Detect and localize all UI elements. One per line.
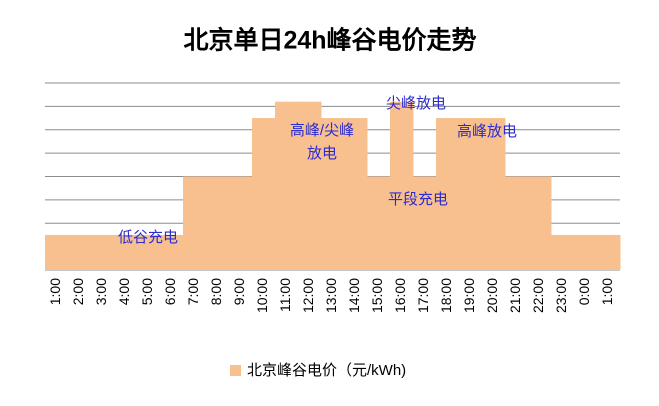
- bar: [413, 176, 437, 270]
- bar: [390, 101, 414, 270]
- bar: [68, 234, 92, 270]
- x-tick-label: 2:00: [70, 278, 86, 305]
- bar: [436, 118, 460, 270]
- x-tick-label: 11:00: [277, 278, 293, 312]
- x-tick-label: 19:00: [461, 278, 477, 313]
- annotation: 放电: [307, 145, 337, 162]
- bar: [321, 118, 345, 270]
- bar: [551, 234, 575, 270]
- x-tick-label: 13:00: [323, 278, 339, 313]
- legend-swatch: [230, 365, 241, 376]
- bar: [160, 234, 184, 270]
- bar: [505, 176, 529, 270]
- x-tick-label: 20:00: [484, 278, 500, 313]
- x-tick-label: 6:00: [162, 278, 178, 305]
- x-tick-label: 17:00: [415, 278, 431, 313]
- bar: [344, 118, 368, 270]
- bar: [206, 176, 230, 270]
- x-tick-label: 23:00: [553, 278, 569, 313]
- chart-title: 北京单日24h峰谷电价走势: [183, 26, 476, 55]
- bar: [252, 118, 276, 270]
- x-tick-label: 15:00: [369, 278, 385, 313]
- bar: [597, 234, 621, 270]
- annotation: 尖峰放电: [386, 95, 446, 112]
- bar: [229, 176, 253, 270]
- bar: [459, 118, 483, 270]
- annotation: 平段充电: [388, 191, 448, 208]
- x-tick-label: 9:00: [231, 278, 247, 305]
- legend-label: 北京峰谷电价（元/kWh): [247, 362, 406, 379]
- x-tick-label: 5:00: [139, 278, 155, 305]
- bar: [298, 101, 322, 270]
- x-tick-label: 1:00: [599, 278, 615, 305]
- x-tick-label: 22:00: [530, 278, 546, 313]
- x-tick-label: 18:00: [438, 278, 454, 313]
- x-tick-label: 1:00: [47, 278, 63, 305]
- bar: [137, 234, 161, 270]
- annotation: 低谷充电: [118, 229, 178, 246]
- bar: [482, 118, 506, 270]
- x-tick-label: 7:00: [185, 278, 201, 305]
- x-tick-label: 12:00: [300, 278, 316, 313]
- x-tick-label: 3:00: [93, 278, 109, 305]
- bar: [367, 176, 391, 270]
- bar: [91, 234, 115, 270]
- bar: [183, 176, 207, 270]
- x-tick-label: 10:00: [254, 278, 270, 313]
- bar: [275, 101, 299, 270]
- x-tick-label: 0:00: [576, 278, 592, 305]
- x-tick-label: 4:00: [116, 278, 132, 305]
- bar: [114, 234, 138, 270]
- x-tick-label: 8:00: [208, 278, 224, 305]
- x-tick-label: 16:00: [392, 278, 408, 313]
- annotation: 高峰/尖峰: [290, 122, 354, 139]
- x-tick-label: 21:00: [507, 278, 523, 313]
- bar: [528, 176, 552, 270]
- x-tick-label: 14:00: [346, 278, 362, 313]
- annotation: 高峰放电: [457, 123, 517, 140]
- bar: [45, 234, 69, 270]
- bar: [574, 234, 598, 270]
